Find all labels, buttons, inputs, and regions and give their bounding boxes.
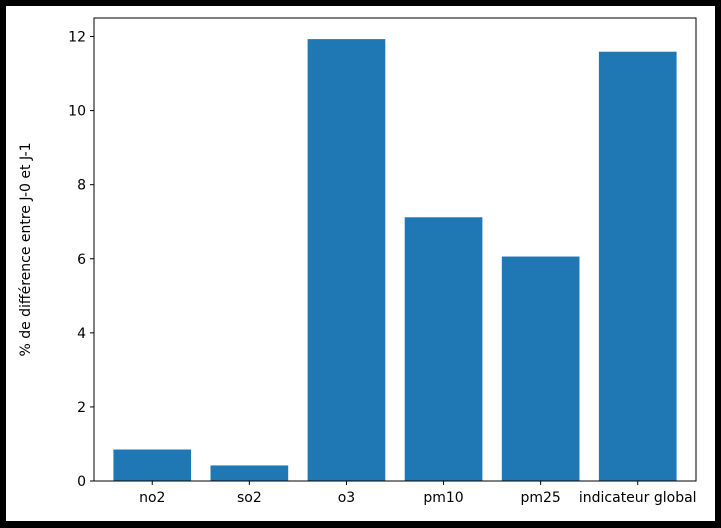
y-tick-label: 2 [77,400,86,416]
y-tick-label: 4 [77,326,86,342]
y-axis-label: % de différence entre J-0 et J-1 [18,142,34,356]
x-tick-label: indicateur global [579,490,697,506]
bar-o3 [307,39,386,482]
bar-pm25 [501,256,580,481]
y-tick-label: 12 [68,30,86,46]
y-tick-label: 6 [77,252,86,268]
x-axis: no2 so2 o3 pm10 pm25 indicateur global [139,481,697,506]
y-tick-label: 8 [77,178,86,194]
x-tick-label: no2 [139,490,165,506]
bars-group [113,39,677,482]
bar-indicateur-global [598,51,677,482]
bar-so2 [210,465,289,481]
x-tick-label: pm10 [423,490,463,506]
x-tick-label: o3 [338,490,355,506]
y-axis: 0 2 4 6 8 10 12 [68,30,94,490]
x-tick-label: so2 [237,490,262,506]
axes-frame [93,17,697,482]
bar-no2 [113,449,192,481]
x-tick-label: pm25 [520,490,560,506]
bar-pm10 [404,217,483,481]
y-tick-label: 0 [77,474,86,490]
y-tick-label: 10 [68,104,86,120]
